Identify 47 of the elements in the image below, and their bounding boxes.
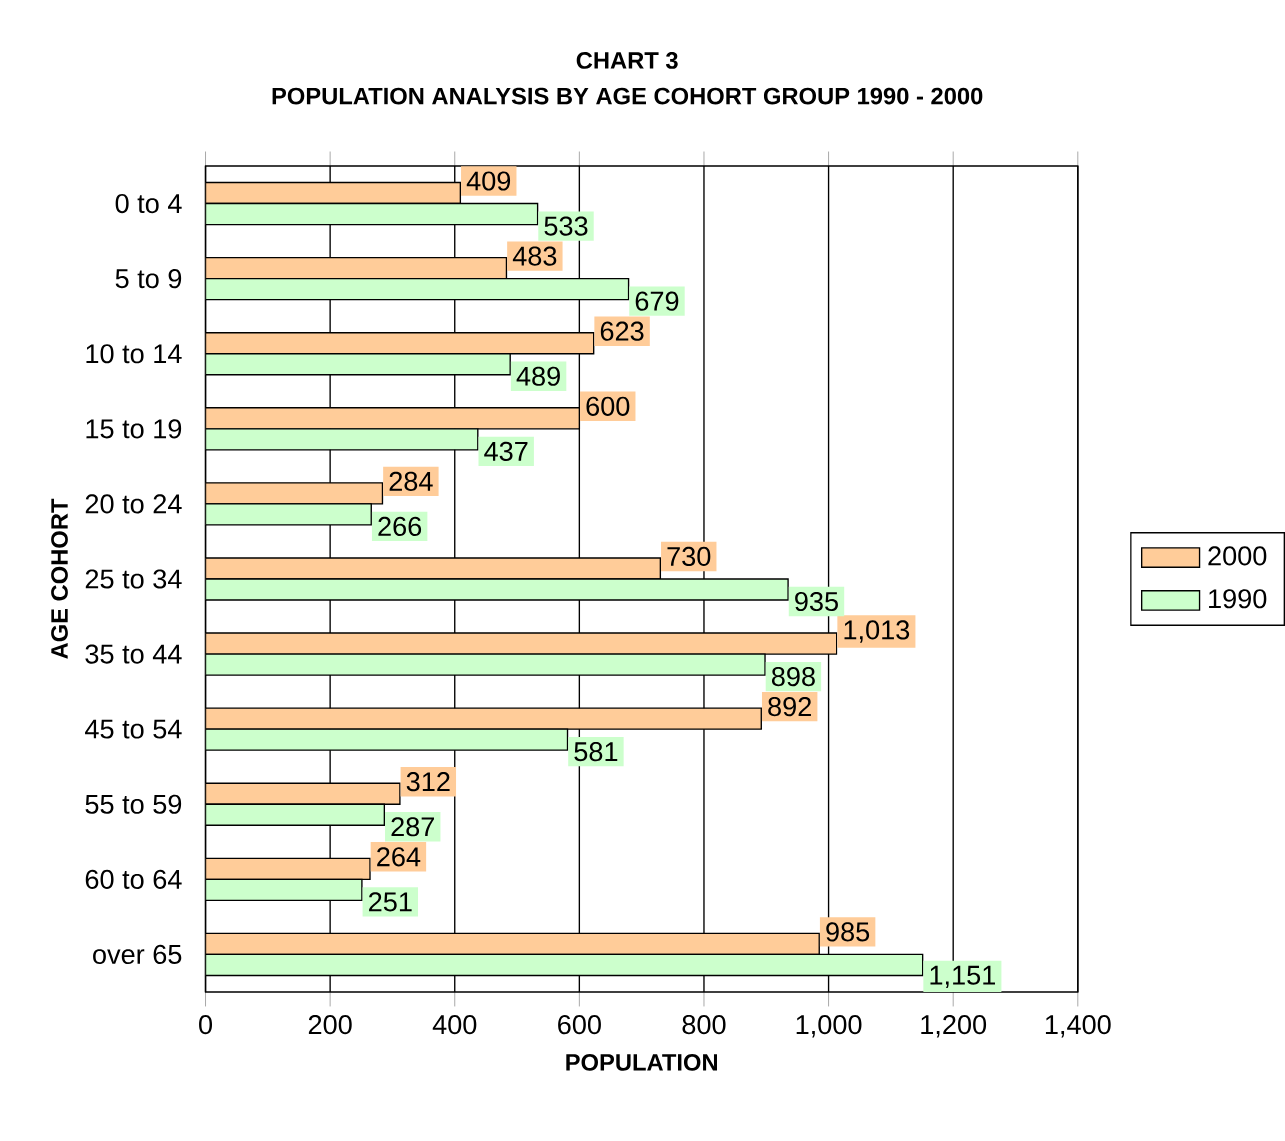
x-tick-label: 800 (682, 1015, 726, 1035)
x-tick-label: 1,400 (1045, 1015, 1111, 1038)
data-label: 892 (768, 697, 811, 717)
x-tick-label: 1,200 (921, 1015, 987, 1038)
data-label: 437 (484, 441, 528, 462)
y-tick-label: 20 to 24 (85, 494, 182, 514)
data-label: 679 (635, 291, 679, 311)
y-tick-label: 15 to 19 (86, 419, 182, 439)
data-label: 287 (391, 817, 434, 837)
data-label: 533 (544, 216, 588, 236)
data-label: 623 (600, 321, 644, 342)
x-tick-label: 200 (308, 1015, 352, 1035)
chart-subtitle: POPULATION ANALYSIS BY AGE COHORT GROUP 1990 - 2000 (272, 87, 983, 105)
legend-label: 2000 (1208, 546, 1267, 566)
x-tick-label: 0 (199, 1015, 213, 1035)
y-tick-label: 5 to 9 (115, 269, 182, 289)
data-label: 284 (389, 472, 433, 492)
data-label: 489 (516, 366, 560, 387)
data-label: 483 (512, 246, 557, 266)
data-label: 1,013 (844, 620, 910, 643)
data-label: 1,151 (930, 966, 995, 989)
data-label: 935 (795, 592, 838, 612)
y-tick-label: over 65 (93, 945, 182, 965)
data-label: 312 (406, 772, 450, 792)
chart-title: CHART 3 (576, 52, 678, 70)
data-label: 600 (586, 396, 630, 417)
y-tick-label: 60 to 64 (85, 869, 182, 890)
data-label: 251 (369, 892, 412, 912)
y-tick-label: 35 to 44 (85, 644, 182, 664)
legend-label: 1990 (1209, 589, 1267, 609)
x-tick-label: 600 (558, 1015, 601, 1035)
y-tick-label: 10 to 14 (86, 344, 182, 364)
y-tick-label: 0 to 4 (115, 194, 182, 214)
y-tick-label: 25 to 34 (85, 569, 182, 589)
data-label: 266 (378, 517, 422, 537)
y-tick-label: 55 to 59 (85, 794, 182, 815)
x-tick-label: 400 (432, 1015, 477, 1035)
y-tick-label: 45 to 54 (85, 719, 182, 739)
x-tick-label: 1,000 (796, 1015, 862, 1038)
data-label: 898 (771, 667, 815, 687)
x-axis-title: POPULATION (566, 1054, 717, 1071)
data-label: 730 (667, 547, 711, 567)
data-label: 264 (377, 847, 421, 867)
data-label: 409 (466, 171, 511, 191)
y-axis-title: AGE COHORT (51, 499, 68, 660)
data-label: 985 (826, 922, 870, 942)
data-label: 581 (574, 742, 618, 762)
